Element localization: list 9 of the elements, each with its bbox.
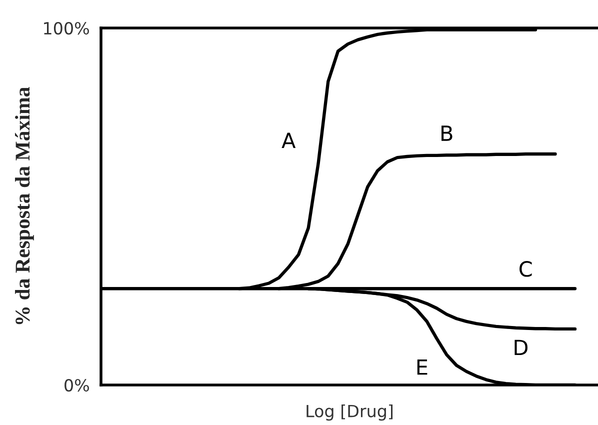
series-label: D: [514, 340, 528, 356]
series-label: B: [442, 126, 452, 141]
y-tick-label: 100%: [44, 22, 89, 35]
y-tick-label: 0%: [64, 378, 89, 392]
series-label: C: [520, 261, 532, 277]
series-label: A: [282, 132, 296, 148]
series-label: E: [417, 359, 428, 375]
y-axis-title: % da Resposta da Máxima: [14, 87, 34, 324]
x-axis-title: Log [Drug]: [306, 404, 393, 421]
